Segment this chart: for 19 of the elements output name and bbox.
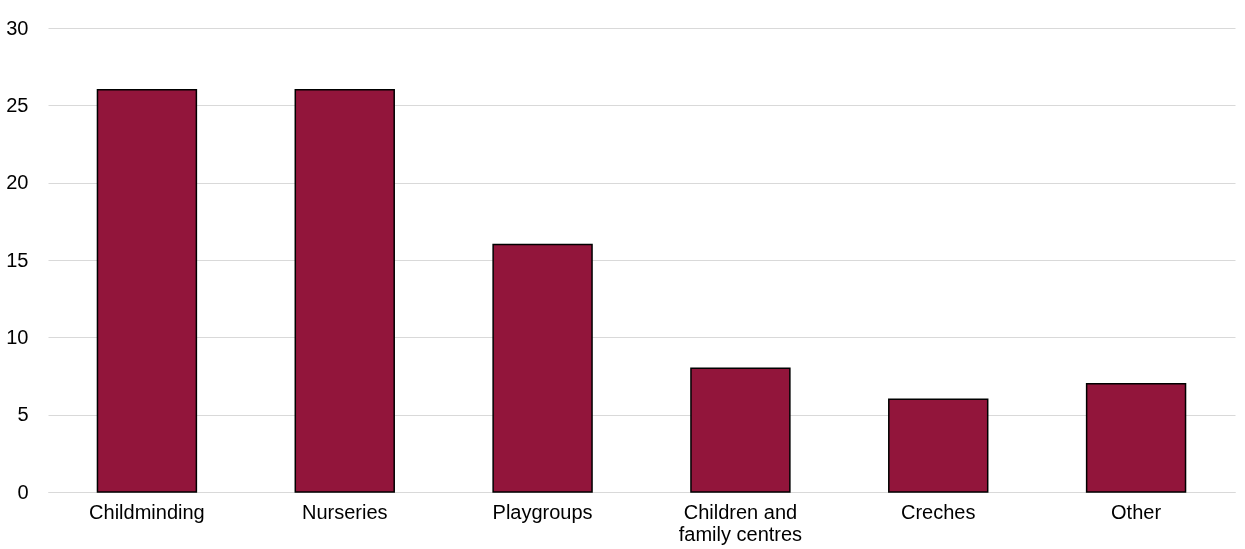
bar: [96, 89, 198, 493]
x-tick-label: Playgroups: [492, 500, 593, 523]
bar: [690, 367, 791, 493]
y-tick-label: 15: [6, 248, 29, 271]
y-tick-label: 25: [6, 93, 29, 116]
x-tick-label: Childminding: [89, 500, 205, 523]
y-tick-label: 20: [6, 171, 29, 194]
y-tick-label: 30: [6, 16, 29, 39]
bar: [1085, 382, 1187, 493]
x-tick-label: Children and family centres: [678, 500, 803, 545]
bar: [492, 243, 593, 493]
x-tick-label: Other: [1111, 500, 1162, 523]
x-tick-label: Nurseries: [301, 500, 388, 523]
bar: [888, 398, 989, 493]
y-tick-label: 10: [6, 325, 29, 348]
y-tick-label: 0: [17, 480, 29, 503]
x-tick-label: Creches: [901, 500, 976, 523]
bar: [294, 89, 395, 493]
y-tick-label: 5: [17, 403, 29, 426]
